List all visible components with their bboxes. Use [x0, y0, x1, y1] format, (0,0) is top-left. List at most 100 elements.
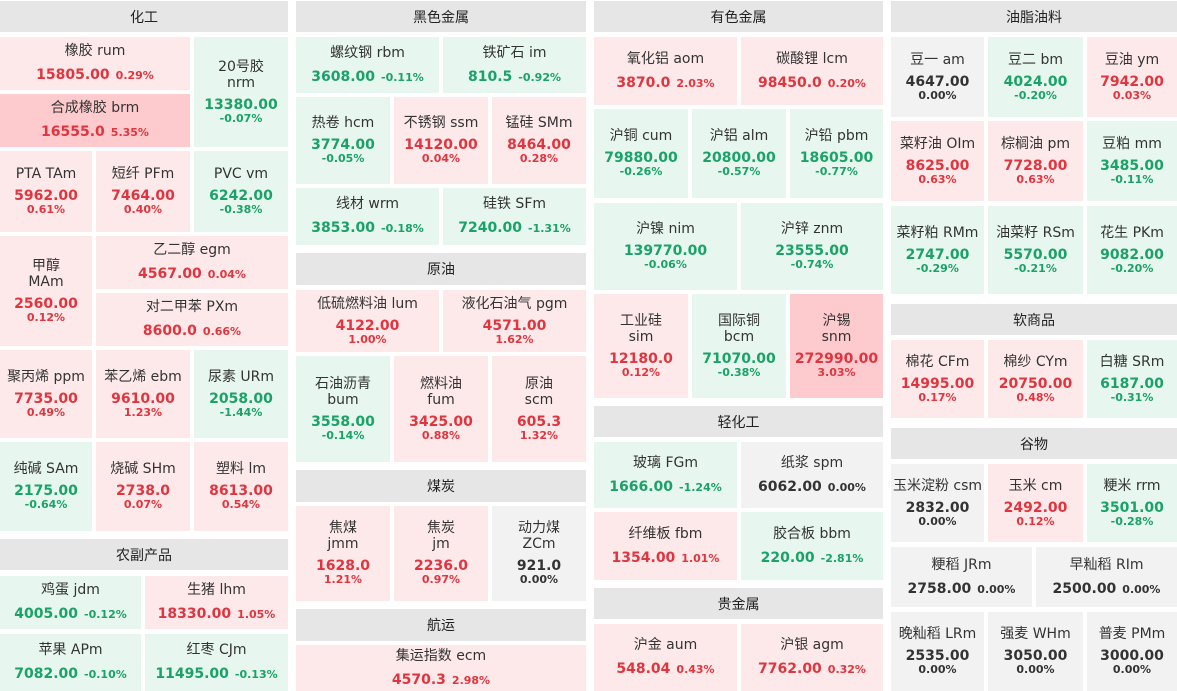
commodity-tile[interactable]: 不锈钢 ssm 14120.00 0.04%	[394, 97, 488, 184]
commodity-tile[interactable]: 锰硅 SMm 8464.00 0.28%	[492, 97, 586, 184]
commodity-tile[interactable]: 合成橡胶 brm 16555.0 5.35%	[0, 94, 190, 147]
commodity-tile[interactable]: 沪锌 znm 23555.00 -0.74%	[741, 203, 883, 290]
commodity-tile[interactable]: 生猪 lhm 18330.00 1.05%	[145, 576, 288, 629]
last-price: 8464.00	[507, 137, 571, 154]
commodity-name: 铁矿石 im	[482, 44, 547, 61]
commodity-tile[interactable]: 鸡蛋 jdm 4005.00 -0.12%	[0, 576, 141, 629]
price-line: 7728.00 0.63%	[1004, 158, 1068, 187]
commodity-tile[interactable]: 燃料油 fum 3425.00 0.88%	[394, 356, 488, 462]
commodity-tile[interactable]: 沪铅 pbm 18605.00 -0.77%	[790, 109, 883, 198]
commodity-tile[interactable]: 棉花 CFm 14995.00 0.17%	[891, 340, 984, 418]
commodity-tile[interactable]: 橡胶 rum 15805.00 0.29%	[0, 37, 190, 90]
last-price: 2758.00	[907, 580, 972, 597]
commodity-name: 玻璃 FGm	[633, 454, 698, 471]
price-line: 6062.00 0.00%	[758, 477, 866, 495]
commodity-tile[interactable]: PTA TAm 5962.00 0.61%	[0, 151, 92, 232]
commodity-tile[interactable]: 纯碱 SAm 2175.00 -0.64%	[0, 442, 92, 531]
commodity-tile[interactable]: 线材 wrm 3853.00 -0.18%	[296, 188, 439, 245]
commodity-tile[interactable]: 硅铁 SFm 7240.00 -1.31%	[443, 188, 586, 245]
change-percent: 1.01%	[681, 551, 720, 565]
commodity-tile[interactable]: 玉米 cm 2492.00 0.12%	[988, 464, 1083, 542]
commodity-tile[interactable]: 强麦 WHm 3050.00 0.00%	[988, 612, 1083, 691]
commodity-tile[interactable]: 液化石油气 pgm 4571.00 1.62%	[443, 290, 586, 352]
section-header: 谷物	[891, 428, 1177, 459]
commodity-tile[interactable]: 豆粕 mm 3485.00 -0.11%	[1087, 121, 1177, 201]
change-percent: 0.29%	[115, 69, 154, 83]
price-line: 12180.0 0.12%	[609, 351, 673, 380]
commodity-tile[interactable]: 苹果 APm 7082.00 -0.10%	[0, 634, 141, 691]
commodity-tile[interactable]: 豆二 bm 4024.00 -0.20%	[988, 37, 1083, 117]
commodity-tile[interactable]: 铁矿石 im 810.5 -0.92%	[443, 37, 586, 93]
commodity-tile[interactable]: 聚丙烯 ppm 7735.00 0.49%	[0, 350, 92, 438]
commodity-tile[interactable]: 棉纱 CYm 20750.00 0.48%	[988, 340, 1083, 418]
commodity-name: 红枣 CJm	[186, 642, 247, 659]
commodity-tile[interactable]: 胶合板 bbm 220.00 -2.81%	[741, 512, 883, 580]
commodity-tile[interactable]: 焦煤 jmm 1628.0 1.21%	[296, 506, 390, 601]
commodity-tile[interactable]: 螺纹钢 rbm 3608.00 -0.11%	[296, 37, 439, 93]
last-price: 7735.00	[14, 390, 78, 407]
commodity-tile[interactable]: 烧碱 SHm 2738.0 0.07%	[96, 442, 190, 531]
commodity-tile[interactable]: 玉米淀粉 csm 2832.00 0.00%	[891, 464, 984, 542]
commodity-tile[interactable]: 尿素 URm 2058.00 -1.44%	[194, 350, 288, 438]
commodity-tile[interactable]: 红枣 CJm 11495.00 -0.13%	[145, 634, 288, 691]
commodity-tile[interactable]: 纤维板 fbm 1354.00 1.01%	[594, 512, 737, 580]
commodity-tile[interactable]: 沪金 aum 548.04 0.43%	[594, 624, 737, 691]
commodity-name: 纤维板 fbm	[628, 525, 703, 542]
commodity-tile[interactable]: 豆油 ym 7942.00 0.03%	[1087, 37, 1177, 117]
commodity-tile[interactable]: 白糖 SRm 6187.00 -0.31%	[1087, 340, 1177, 418]
commodity-tile[interactable]: 工业硅 sim 12180.0 0.12%	[594, 294, 688, 398]
commodity-tile[interactable]: 碳酸锂 lcm 98450.0 0.20%	[741, 37, 883, 105]
commodity-tile[interactable]: 苯乙烯 ebm 9610.00 1.23%	[96, 350, 190, 438]
commodity-name: 白糖 SRm	[1099, 353, 1165, 370]
commodity-tile[interactable]: 菜籽粕 RMm 2747.00 -0.29%	[891, 206, 984, 294]
commodity-tile[interactable]: 早籼稻 RIm 2500.00 0.00%	[1036, 547, 1177, 607]
change-percent: -0.57%	[717, 165, 761, 179]
commodity-tile[interactable]: 20号胶 nrm 13380.00 -0.07%	[194, 37, 288, 147]
commodity-tile[interactable]: 集运指数 ecm 4570.3 2.98%	[296, 645, 586, 691]
price-line: 7762.00 0.32%	[758, 659, 866, 677]
commodity-tile[interactable]: 国际铜 bcm 71070.00 -0.38%	[692, 294, 786, 398]
commodity-tile[interactable]: 棕榈油 pm 7728.00 0.63%	[988, 121, 1083, 201]
commodity-tile[interactable]: 乙二醇 egm 4567.00 0.04%	[96, 236, 288, 289]
change-percent: -0.14%	[321, 428, 365, 442]
commodity-tile[interactable]: 粳稻 JRm 2758.00 0.00%	[891, 547, 1032, 607]
change-percent: 0.28%	[519, 152, 559, 166]
last-price: 4005.00	[14, 606, 79, 623]
commodity-tile[interactable]: 热卷 hcm 3774.00 -0.05%	[296, 97, 390, 184]
commodity-name: 沪锌 znm	[780, 221, 844, 238]
commodity-tile[interactable]: 菜籽油 OIm 8625.00 0.63%	[891, 121, 984, 201]
change-percent: 1.05%	[237, 608, 276, 622]
commodity-tile[interactable]: 动力煤 ZCm 921.0 0.00%	[492, 506, 586, 601]
commodity-tile[interactable]: 沪铜 cum 79880.00 -0.26%	[594, 109, 688, 198]
last-price: 1666.00	[609, 478, 674, 495]
commodity-tile[interactable]: 甲醇 MAm 2560.00 0.12%	[0, 236, 92, 346]
commodity-tile[interactable]: 油菜籽 RSm 5570.00 -0.21%	[988, 206, 1083, 294]
price-line: 7082.00 -0.10%	[14, 664, 127, 682]
commodity-tile[interactable]: 沪铝 alm 20800.00 -0.57%	[692, 109, 786, 198]
change-percent: 0.40%	[123, 203, 163, 217]
commodity-tile[interactable]: 晚籼稻 LRm 2535.00 0.00%	[891, 612, 984, 691]
commodity-tile[interactable]: 低硫燃料油 lum 4122.00 1.00%	[296, 290, 439, 352]
commodity-tile[interactable]: 花生 PKm 9082.00 -0.20%	[1087, 206, 1177, 294]
commodity-tile[interactable]: 普麦 PMm 3000.00 0.00%	[1087, 612, 1177, 691]
commodity-tile[interactable]: 豆一 am 4647.00 0.00%	[891, 37, 984, 117]
commodity-tile[interactable]: 粳米 rrm 3501.00 -0.28%	[1087, 464, 1177, 542]
commodity-tile[interactable]: 原油 scm 605.3 1.32%	[492, 356, 586, 462]
commodity-tile[interactable]: 纸浆 spm 6062.00 0.00%	[741, 442, 883, 508]
commodity-tile[interactable]: 沪锡 snm 272990.00 3.03%	[790, 294, 883, 398]
commodity-tile[interactable]: 氧化铝 aom 3870.0 2.03%	[594, 37, 737, 105]
last-price: 220.00	[760, 549, 815, 566]
commodity-tile[interactable]: 塑料 lm 8613.00 0.54%	[194, 442, 288, 531]
last-price: 8600.0	[142, 323, 197, 340]
commodity-tile[interactable]: 玻璃 FGm 1666.00 -1.24%	[594, 442, 737, 508]
commodity-tile[interactable]: 石油沥青 bum 3558.00 -0.14%	[296, 356, 390, 462]
commodity-name: 液化石油气 pgm	[461, 295, 568, 312]
price-line: 8600.0 0.66%	[143, 321, 241, 339]
change-percent: 0.04%	[421, 152, 461, 166]
commodity-tile[interactable]: 短纤 PFm 7464.00 0.40%	[96, 151, 190, 232]
commodity-tile[interactable]: PVC vm 6242.00 -0.38%	[194, 151, 288, 232]
commodity-tile[interactable]: 沪银 agm 7762.00 0.32%	[741, 624, 883, 691]
commodity-tile[interactable]: 焦炭 jm 2236.0 0.97%	[394, 506, 488, 601]
commodity-tile[interactable]: 对二甲苯 PXm 8600.0 0.66%	[96, 293, 288, 346]
commodity-tile[interactable]: 沪镍 nim 139770.00 -0.06%	[594, 203, 737, 290]
